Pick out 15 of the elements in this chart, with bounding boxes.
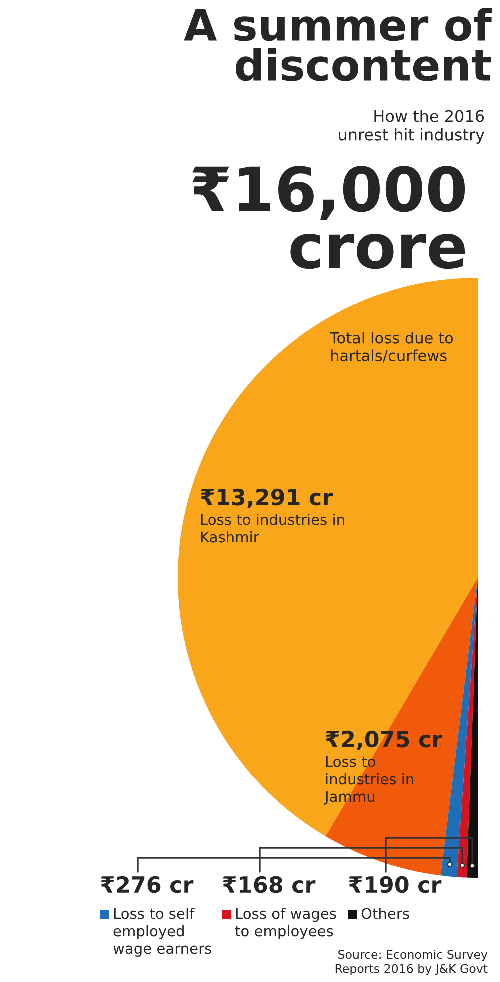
chart-subtitle: How the 2016 unrest hit industry	[339, 110, 485, 144]
text: Total loss due to hartals/curfews	[330, 332, 454, 363]
data-label: ₹168 cr	[223, 876, 316, 894]
data-label: ₹276 cr	[101, 876, 194, 894]
data-label: ₹13,291 cr	[201, 488, 334, 509]
data-label: ₹190 cr	[349, 876, 442, 894]
source-note: Source: Economic Survey Reports 2016 by J&K Govt	[336, 950, 488, 976]
legend-label: Loss to self employed wage earners	[114, 908, 212, 957]
legend-label: Others	[362, 908, 410, 920]
legend-label: Loss of wages to employees	[235, 908, 336, 940]
slice-label: Loss to industries in Kashmir	[201, 514, 344, 543]
text: ₹16,000 crore	[192, 166, 466, 270]
slice-label: Loss to industries in Jammu	[324, 756, 414, 805]
chart-title: A summer of discontent	[184, 8, 492, 82]
data-label: ₹2,075 cr	[326, 730, 443, 751]
